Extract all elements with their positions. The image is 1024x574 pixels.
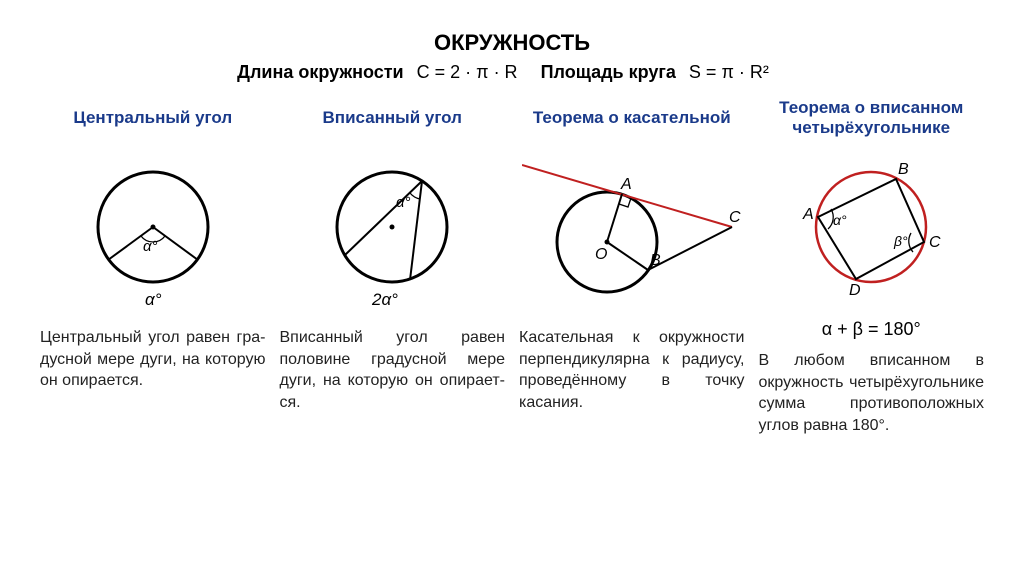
formula-row: Длина окружности C = 2 · π · R Площадь к… xyxy=(40,62,984,83)
label-C: C xyxy=(929,234,941,251)
col-central-angle: Центральный угол α° α° Центральный угол … xyxy=(40,97,266,436)
col-title: Вписанный угол xyxy=(323,97,462,139)
col-cyclic-quad: Теорема о вписанном четырёхугольнике A B… xyxy=(759,97,985,436)
col-title: Теорема о касательной xyxy=(533,97,731,139)
arc-label: 2α° xyxy=(371,290,398,309)
arc-label: α° xyxy=(145,290,162,309)
desc: В любом вписанном в окружность четырёх­у… xyxy=(759,350,985,436)
columns: Центральный угол α° α° Центральный угол … xyxy=(40,97,984,436)
desc: Касательная к ок­ружности перпен­дикуляр… xyxy=(519,327,745,413)
area-value: S = π · R² xyxy=(689,62,769,82)
label-C: C xyxy=(729,209,741,226)
label-B: B xyxy=(650,252,661,269)
label-A: A xyxy=(620,176,632,193)
central-angle-diagram: α° α° xyxy=(43,147,263,317)
label-B: B xyxy=(898,161,909,178)
col-tangent: Теорема о касательной A B C O Касательна… xyxy=(519,97,745,436)
circumference-label: Длина окружности xyxy=(237,62,403,82)
col-title: Теорема о вписанном четырёхугольнике xyxy=(759,97,985,139)
page-title: ОКРУЖНОСТЬ xyxy=(40,30,984,56)
inscribed-angle-diagram: α° 2α° xyxy=(282,147,502,317)
label-O: O xyxy=(595,246,607,263)
col-title: Центральный угол xyxy=(73,97,232,139)
angle-label: α° xyxy=(143,238,158,255)
desc: Вписанный угол ра­вен половине гра­дус­н… xyxy=(280,327,506,413)
circumference-value: C = 2 · π · R xyxy=(417,62,518,82)
label-D: D xyxy=(849,282,861,299)
label-beta: β° xyxy=(893,233,908,249)
label-alpha: α° xyxy=(833,212,847,228)
equation: α + β = 180° xyxy=(822,319,921,340)
tangent-diagram: A B C O xyxy=(522,147,742,317)
cyclic-quad-diagram: A B C D α° β° xyxy=(761,147,981,317)
col-inscribed-angle: Вписанный угол α° 2α° Вписанный угол ра­… xyxy=(280,97,506,436)
area-label: Площадь круга xyxy=(541,62,676,82)
angle-label: α° xyxy=(396,194,411,211)
label-A: A xyxy=(802,206,814,223)
desc: Центральный угол равен гра­дус­ной мере … xyxy=(40,327,266,392)
